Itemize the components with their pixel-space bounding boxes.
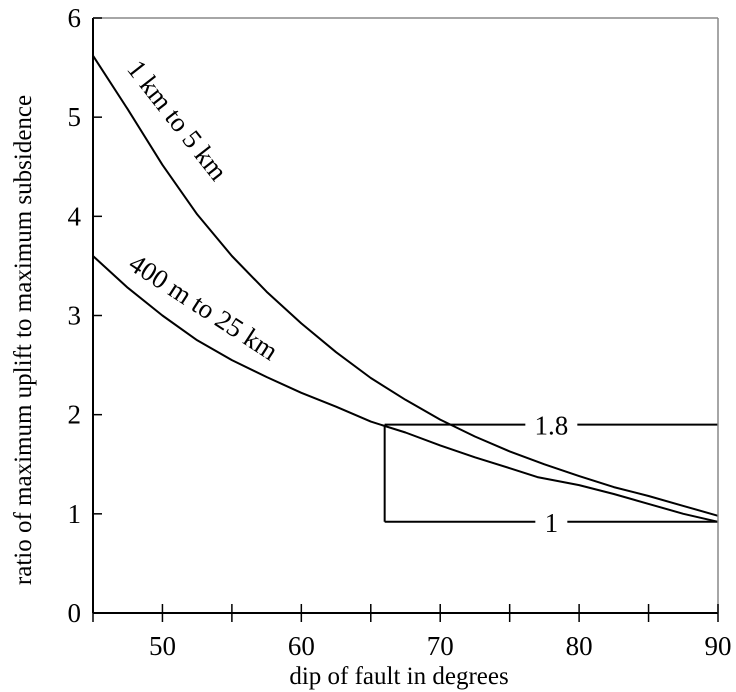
- reference-lines: 1.81: [383, 411, 718, 538]
- ticks: [92, 17, 719, 622]
- curve-label-upper: 1 km to 5 km: [121, 54, 233, 186]
- y-tick-label: 0: [68, 598, 82, 628]
- y-tick-label: 4: [68, 201, 82, 231]
- x-tick-label: 50: [149, 631, 176, 661]
- y-tick-label: 5: [68, 102, 82, 132]
- x-tick-label: 70: [427, 631, 454, 661]
- x-tick-label: 90: [705, 631, 732, 661]
- x-tick-label: 80: [566, 631, 593, 661]
- reference-label-1: 1.8: [534, 411, 568, 441]
- x-axis-title: dip of fault in degrees: [289, 663, 508, 690]
- series-line-1: [92, 55, 719, 517]
- y-axis-title: ratio of maximum uplift to maximum subsi…: [10, 95, 37, 585]
- y-tick-label: 2: [68, 400, 82, 430]
- y-tick-label: 3: [68, 301, 82, 331]
- y-tick-label: 6: [68, 3, 82, 33]
- y-tick-label: 1: [68, 499, 82, 529]
- reference-label-2: 1: [545, 508, 559, 538]
- x-tick-label: 60: [288, 631, 315, 661]
- curve-label-lower: 400 m to 25 km: [124, 248, 284, 366]
- series-lines: [92, 55, 719, 523]
- tick-labels: 0 1 2 3 4 5 6 50 60 70 80 90: [68, 3, 732, 661]
- series-line-2: [92, 255, 719, 523]
